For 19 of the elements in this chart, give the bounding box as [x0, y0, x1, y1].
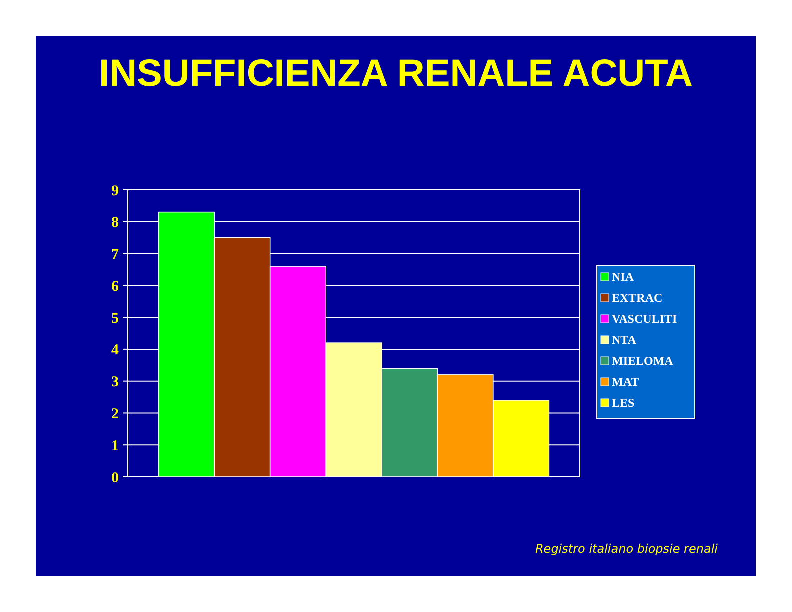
legend-label: EXTRAC — [612, 291, 663, 306]
legend-label: LES — [612, 396, 636, 410]
y-tick-label: 8 — [112, 215, 119, 232]
y-tick-label: 9 — [112, 183, 119, 200]
y-tick-label: 3 — [112, 374, 119, 391]
y-tick-label: 1 — [112, 438, 119, 454]
legend-label: VASCULITI — [612, 312, 678, 326]
text: Registro italiano biopsie renali — [535, 542, 719, 556]
legend-label: NIA — [612, 270, 634, 284]
legend-label: NTA — [612, 333, 637, 348]
y-tick-label: 2 — [112, 406, 119, 422]
y-tick-label: 5 — [112, 310, 119, 327]
y-tick-label: 6 — [112, 278, 120, 295]
y-tick-label: 7 — [112, 247, 120, 264]
y-tick-label: 4 — [112, 342, 120, 359]
legend-label: MAT — [612, 375, 640, 390]
legend-label: MIELOMA — [612, 354, 674, 368]
y-tick-label: 0 — [112, 470, 119, 486]
chart-title: INSUFFICIENZA RENALE ACUTA — [99, 53, 693, 95]
